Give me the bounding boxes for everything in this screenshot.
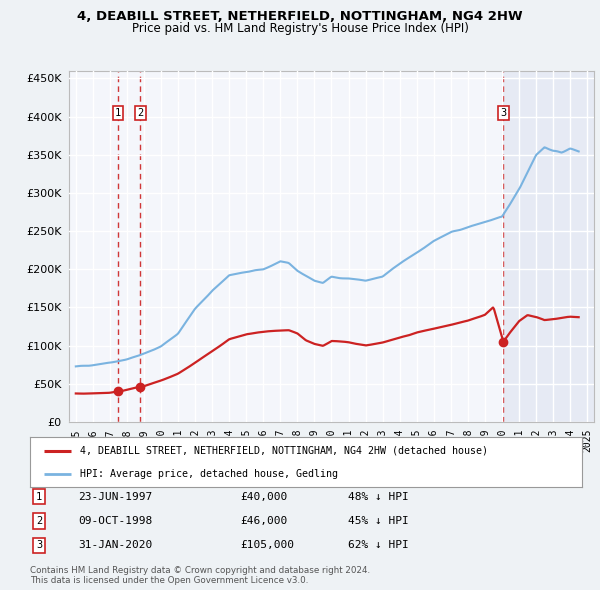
Text: 4, DEABILL STREET, NETHERFIELD, NOTTINGHAM, NG4 2HW: 4, DEABILL STREET, NETHERFIELD, NOTTINGH… [77,10,523,23]
Text: 3: 3 [36,540,42,550]
Text: 1: 1 [36,492,42,502]
Text: 23-JUN-1997: 23-JUN-1997 [78,492,152,502]
Bar [502,71,594,422]
Text: 62% ↓ HPI: 62% ↓ HPI [348,540,409,550]
Text: £40,000: £40,000 [240,492,287,502]
Text: £105,000: £105,000 [240,540,294,550]
Text: £46,000: £46,000 [240,516,287,526]
Text: 31-JAN-2020: 31-JAN-2020 [78,540,152,550]
Text: Contains HM Land Registry data © Crown copyright and database right 2024.
This d: Contains HM Land Registry data © Crown c… [30,566,370,585]
Text: 09-OCT-1998: 09-OCT-1998 [78,516,152,526]
Text: 48% ↓ HPI: 48% ↓ HPI [348,492,409,502]
Text: 1: 1 [115,108,121,118]
Text: 3: 3 [500,108,506,118]
Text: 45% ↓ HPI: 45% ↓ HPI [348,516,409,526]
Text: 2: 2 [137,108,143,118]
Text: Price paid vs. HM Land Registry's House Price Index (HPI): Price paid vs. HM Land Registry's House … [131,22,469,35]
Text: 4, DEABILL STREET, NETHERFIELD, NOTTINGHAM, NG4 2HW (detached house): 4, DEABILL STREET, NETHERFIELD, NOTTINGH… [80,445,488,455]
Text: 2: 2 [36,516,42,526]
Text: HPI: Average price, detached house, Gedling: HPI: Average price, detached house, Gedl… [80,469,338,479]
